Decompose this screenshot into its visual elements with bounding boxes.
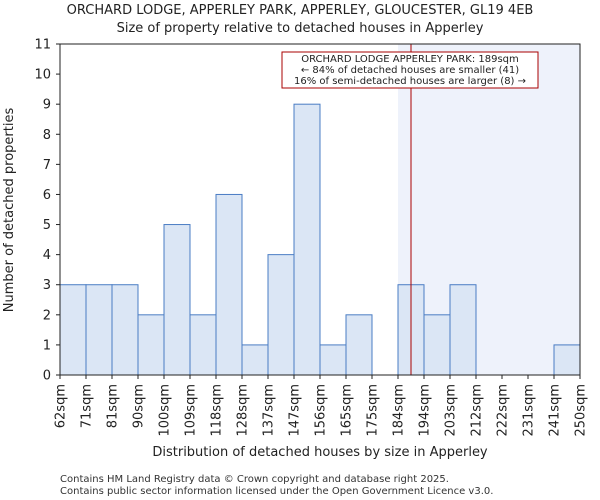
bar-128sqm [241,344,269,376]
x-tick-label: 71sqm [80,384,95,428]
annotation-frame [281,51,539,89]
annotation-box: ORCHARD LODGE APPERLEY PARK: 189sqm ← 84… [281,51,539,89]
chart-title: ORCHARD LODGE, APPERLEY PARK, APPERLEY, … [67,3,534,18]
x-tick-label: 100sqm [158,384,173,437]
y-tick-label: 2 [43,308,51,323]
bar-241sqm [553,344,581,376]
annotation-line-1: ORCHARD LODGE APPERLEY PARK: 189sqm [301,54,519,65]
x-tick-label: 90sqm [132,384,147,428]
plot-area: ORCHARD LODGE APPERLEY PARK: 189sqm ← 84… [34,38,588,437]
bar-71sqm [85,284,113,376]
x-tick-label: 184sqm [392,384,407,437]
x-tick-label: 137sqm [262,384,277,437]
x-tick-label: 165sqm [340,384,355,437]
y-tick-label: 3 [43,278,51,293]
bar-109sqm [189,314,217,376]
x-tick-label: 231sqm [522,384,537,437]
y-tick-label: 6 [43,188,51,203]
annotation-line-3: 16% of semi-detached houses are larger (… [294,76,526,87]
x-tick-label: 109sqm [184,384,199,437]
y-tick-label: 5 [43,218,51,233]
y-tick-label: 1 [43,338,51,353]
footer-line-2: Contains public sector information licen… [60,486,493,497]
bar-90sqm [137,314,165,376]
y-axis-label: Number of detached properties [2,108,17,313]
x-tick-label: 175sqm [366,384,381,437]
chart-subtitle: Size of property relative to detached ho… [117,21,484,36]
y-tick-label: 10 [34,68,51,83]
y-tick-label: 11 [34,38,51,53]
footer-line-1: Contains HM Land Registry data © Crown c… [60,474,449,485]
x-tick-label: 203sqm [444,384,459,437]
bar-100sqm [163,224,191,376]
y-tick-label: 9 [43,98,51,113]
x-tick-label: 118sqm [210,384,225,437]
bar-81sqm [111,284,139,376]
y-tick-label: 0 [43,369,51,384]
bar-147sqm [293,103,321,376]
bar-194sqm [423,314,451,376]
x-tick-label: 241sqm [548,384,563,437]
x-tick-label: 222sqm [496,384,511,437]
bar-203sqm [449,284,477,376]
x-tick-label: 250sqm [574,384,589,437]
x-tick-label: 62sqm [54,384,69,428]
y-tick-label: 4 [43,248,51,263]
x-tick-label: 81sqm [106,384,121,428]
x-axis-label: Distribution of detached houses by size … [152,445,488,460]
x-tick-label: 147sqm [288,384,303,437]
x-tick-label: 128sqm [236,384,251,437]
y-tick-label: 8 [43,128,51,143]
y-tick-label: 7 [43,158,51,173]
annotation-line-2: ← 84% of detached houses are smaller (41… [301,65,519,76]
y-axis-ticks: 0 1 2 3 4 5 6 7 8 9 10 11 [34,38,60,384]
x-tick-label: 212sqm [470,384,485,437]
x-tick-label: 156sqm [314,384,329,437]
x-tick-label: 194sqm [418,384,433,437]
bar-118sqm [215,193,243,376]
x-axis-ticks: 62sqm 71sqm 81sqm 90sqm 100sqm 109sqm 118sqm 12… [54,375,589,437]
bar-62sqm [59,284,87,376]
bars [59,103,581,376]
bar-165sqm [345,314,373,376]
bar-137sqm [267,254,295,376]
bar-156sqm [319,344,347,376]
